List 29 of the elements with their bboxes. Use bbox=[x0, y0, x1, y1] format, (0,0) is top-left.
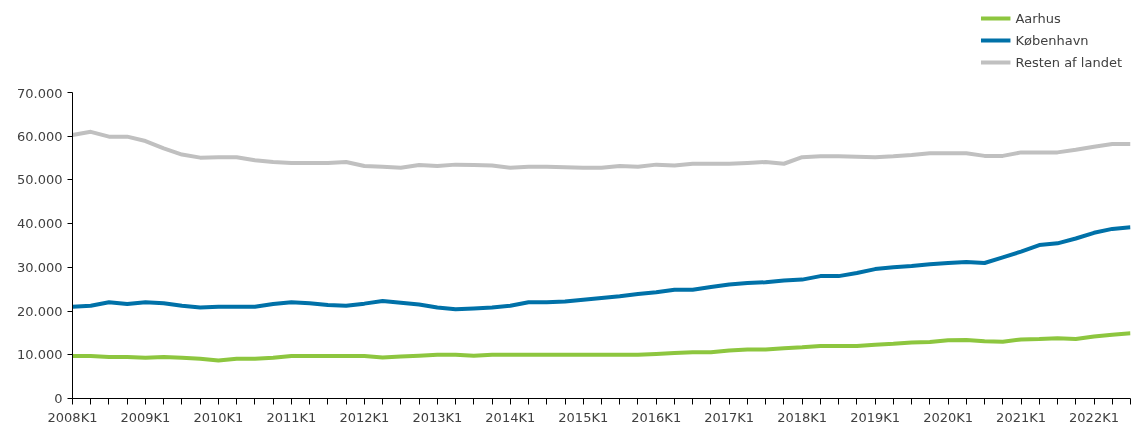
x-tick-label: 2021K1 bbox=[996, 409, 1046, 425]
x-tick-label: 2022K1 bbox=[1069, 409, 1119, 425]
y-tick-label: 40.000 bbox=[17, 216, 63, 232]
line-series bbox=[72, 129, 1131, 170]
x-tick-label: 2019K1 bbox=[850, 409, 901, 425]
line-series bbox=[72, 331, 1131, 363]
x-tick-label: 2010K1 bbox=[193, 409, 244, 425]
y-tick-label: 20.000 bbox=[17, 303, 63, 319]
x-tick-label: 2008K1 bbox=[47, 409, 98, 425]
x-tick-label: 2016K1 bbox=[631, 409, 682, 425]
y-tick-label: 0 bbox=[54, 391, 63, 406]
x-tick-label: 2009K1 bbox=[120, 409, 171, 425]
y-tick-label: 30.000 bbox=[17, 259, 63, 275]
y-tick-label: 60.000 bbox=[17, 128, 63, 144]
x-tick-label: 2012K1 bbox=[339, 409, 390, 425]
y-tick-label: 50.000 bbox=[17, 172, 63, 188]
x-tick-label: 2011K1 bbox=[266, 409, 317, 425]
x-tick-label: 2020K1 bbox=[923, 409, 974, 425]
x-tick-label: 2013K1 bbox=[412, 409, 463, 425]
x-tick-label: 2015K1 bbox=[558, 409, 609, 425]
x-tick-label: 2018K1 bbox=[777, 409, 828, 425]
x-tick-label: 2014K1 bbox=[485, 409, 536, 425]
line-series bbox=[72, 225, 1131, 312]
legend-label: Resten af landet bbox=[1015, 54, 1122, 70]
legend-label: Aarhus bbox=[1015, 10, 1061, 26]
legend-label: København bbox=[1015, 32, 1089, 48]
x-tick-label: 2017K1 bbox=[704, 409, 755, 425]
y-tick-label: 70.000 bbox=[17, 85, 63, 101]
y-tick-label: 10.000 bbox=[17, 347, 63, 363]
